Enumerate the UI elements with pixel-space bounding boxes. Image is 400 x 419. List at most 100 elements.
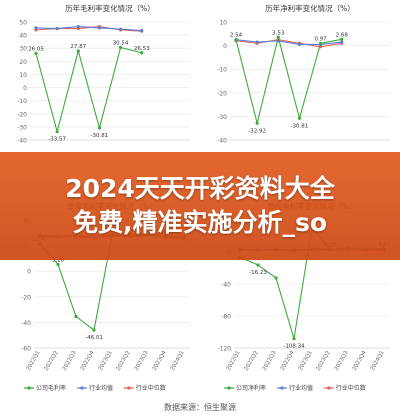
legend-marker: [27, 386, 31, 390]
series-line: [35, 26, 142, 32]
data-label: 2.54: [230, 33, 243, 39]
series-line: [35, 46, 142, 134]
x-tick-label: 2023Q1: [298, 350, 314, 372]
data-point: [118, 45, 123, 50]
y-tick-label: -80: [221, 314, 231, 321]
banner-line-2: 免费,精准实施分析_so: [72, 208, 328, 237]
x-tick-label: 2023Q3: [134, 350, 150, 372]
y-tick-label: 10: [19, 72, 27, 79]
x-tick-label: 2022Q2: [44, 350, 60, 372]
y-tick-label: 0: [23, 85, 27, 92]
chart-title: 历年净利率变化情况（%）: [265, 3, 355, 13]
legend-marker: [127, 386, 131, 390]
data-label: -46.01: [85, 335, 103, 341]
data-point: [97, 26, 102, 30]
data-point: [140, 51, 144, 55]
data-label: -32.92: [248, 128, 266, 134]
data-point: [255, 40, 259, 44]
banner-line-1: 2024天天开彩资料大全: [65, 174, 335, 203]
data-point: [340, 40, 344, 44]
x-tick-label: 2022Q1: [226, 350, 242, 372]
y-tick-label: -20: [21, 294, 31, 301]
legend-marker: [327, 386, 331, 390]
series-line: [235, 39, 342, 45]
data-point: [34, 26, 38, 30]
y-tick-label: -20: [217, 90, 227, 97]
y-tick-label: -120: [217, 346, 231, 353]
y-tick-label: -10: [217, 67, 227, 74]
legend-marker: [227, 386, 231, 390]
data-label: 30.54: [113, 41, 129, 47]
data-point: [234, 38, 238, 42]
data-point: [255, 121, 259, 125]
data-label: -16.23: [249, 270, 267, 276]
data-point: [92, 328, 96, 332]
y-tick-label: -60: [21, 346, 31, 353]
data-point: [74, 314, 78, 319]
x-tick-label: 2024Q1: [370, 350, 386, 372]
y-tick-label: -40: [21, 320, 31, 327]
net-margin-yearly-chart: 历年净利率变化情况（%） 10 0 -10 -20 -30 -40 2.54 -32.92 3.5…: [200, 0, 400, 152]
y-tick-label: -30: [17, 124, 27, 131]
data-point: [274, 276, 278, 280]
legend-label: 行业中位数: [136, 384, 166, 392]
x-tick-label: 2023Q2: [116, 350, 132, 372]
data-point: [292, 337, 296, 341]
y-tick-label: 0: [27, 269, 31, 276]
y-tick-label: -20: [17, 111, 27, 118]
legend-label: 行业中位数: [336, 384, 366, 392]
data-label: 27.87: [70, 44, 86, 50]
data-label: -30.81: [91, 133, 109, 139]
legend-label: 公司毛利率: [36, 384, 66, 392]
x-tick-label: 2022Q3: [262, 350, 278, 372]
y-tick-label: 20: [19, 59, 27, 66]
data-point: [297, 42, 302, 47]
y-tick-label: 30: [19, 46, 27, 53]
data-label: 2.68: [336, 32, 349, 38]
legend-marker: [280, 386, 284, 390]
x-tick-label: 2022Q4: [280, 350, 296, 372]
data-point: [55, 26, 59, 31]
y-tick-label: 50: [19, 20, 27, 27]
x-tick-label: 2023Q3: [334, 350, 350, 372]
x-tick-label: 2023Q1: [98, 350, 114, 372]
data-point: [55, 129, 59, 134]
gross-margin-yearly-chart: 历年毛利率变化情况（%） 50 40 30 20 10 0 -10 -20 -30 -40 26.05…: [0, 0, 200, 152]
legend-label: 行业均值: [89, 384, 113, 392]
x-tick-label: 2024Q1: [170, 350, 186, 372]
legend-marker: [80, 386, 84, 390]
data-label: -108.34: [283, 344, 305, 350]
data-point: [118, 27, 123, 31]
data-source-note: 数据来源：恒生聚源: [164, 403, 236, 412]
x-tick-label: 2022Q2: [244, 350, 260, 372]
data-point: [97, 126, 102, 130]
data-point: [76, 24, 80, 29]
data-point: [256, 263, 260, 267]
data-label: 3.53: [272, 30, 285, 36]
data-label: -33.57: [48, 137, 66, 143]
data-label: 5.28: [52, 257, 65, 263]
y-tick-label: -10: [17, 98, 27, 105]
data-label: 26.05: [28, 46, 44, 52]
x-tick-label: 2023Q2: [316, 350, 332, 372]
promo-banner: 2024天天开彩资料大全 免费,精准实施分析_so: [0, 152, 400, 260]
series-line: [235, 39, 342, 48]
y-tick-label: -40: [217, 138, 227, 145]
y-tick-label: -40: [221, 282, 231, 289]
x-tick-label: 2023Q4: [152, 350, 168, 372]
y-tick-label: 10: [219, 20, 227, 27]
data-point: [34, 51, 38, 56]
data-point: [340, 37, 344, 41]
data-point: [76, 49, 80, 53]
data-point: [297, 116, 302, 120]
legend-label: 行业均值: [289, 384, 313, 392]
y-tick-label: 0: [223, 43, 227, 50]
y-tick-label: -40: [17, 138, 27, 145]
data-point: [318, 41, 323, 45]
data-label: -30.81: [291, 123, 309, 129]
data-point: [140, 28, 144, 33]
series-line: [235, 37, 342, 124]
x-tick-label: 2022Q3: [62, 350, 78, 372]
data-point: [56, 262, 60, 267]
legend-label: 公司净利率: [236, 384, 266, 392]
